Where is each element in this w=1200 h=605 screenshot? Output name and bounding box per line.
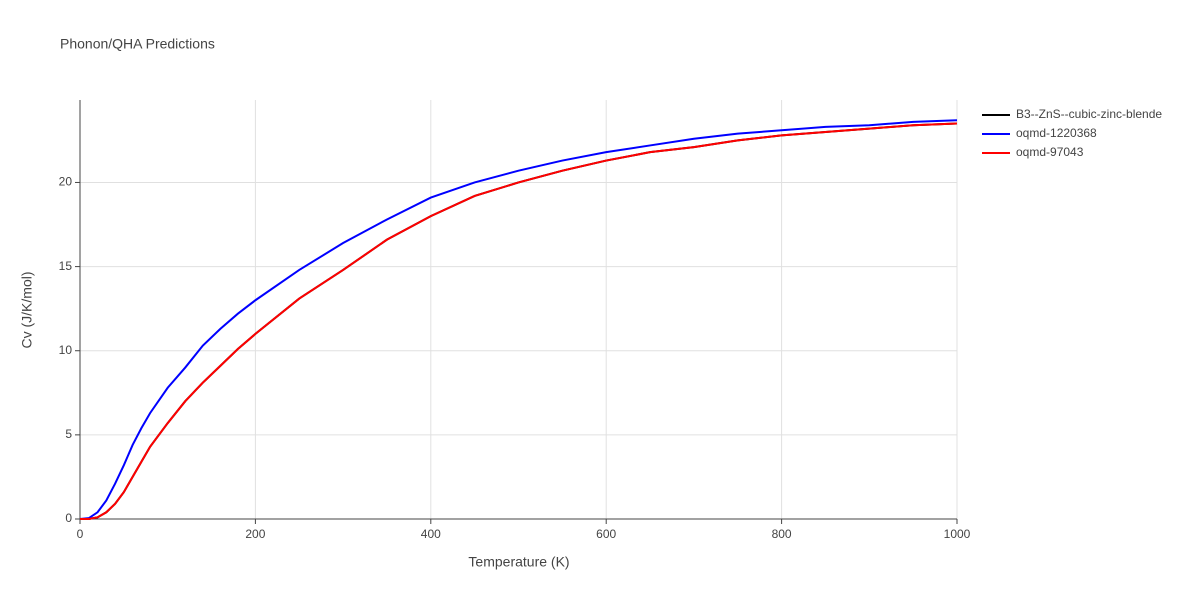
chart-title: Phonon/QHA Predictions xyxy=(60,36,215,52)
x-tick-label: 400 xyxy=(421,527,441,541)
series-line xyxy=(79,119,958,520)
y-tick-label: 5 xyxy=(65,427,72,441)
x-axis-title: Temperature (K) xyxy=(468,554,569,570)
legend-label: B3--ZnS--cubic-zinc-blende xyxy=(1016,107,1162,121)
x-tick-label: 600 xyxy=(596,527,616,541)
x-tick-label: 1000 xyxy=(944,527,971,541)
x-tick-label: 800 xyxy=(772,527,792,541)
x-tick-label: 0 xyxy=(77,527,84,541)
y-tick-label: 10 xyxy=(59,343,73,357)
y-tick-label: 0 xyxy=(65,511,72,525)
legend-label: oqmd-1220368 xyxy=(1016,126,1097,140)
y-tick-label: 20 xyxy=(59,175,73,189)
y-tick-label: 15 xyxy=(59,259,73,273)
legend-label: oqmd-97043 xyxy=(1016,145,1084,159)
series-line xyxy=(80,122,958,520)
y-axis-title: Cv (J/K/mol) xyxy=(19,272,35,349)
x-tick-label: 200 xyxy=(245,527,265,541)
